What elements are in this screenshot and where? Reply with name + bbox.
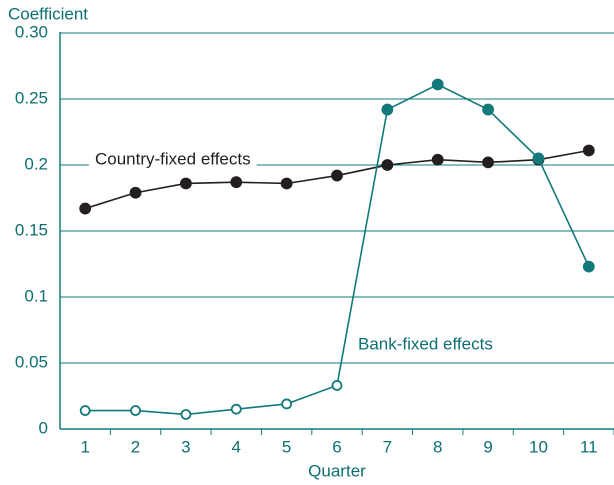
y-tick-label: 0: [39, 418, 48, 437]
y-tick-label: 0.25: [15, 88, 48, 107]
marker: [230, 403, 242, 415]
marker: [230, 176, 243, 189]
marker: [79, 405, 91, 416]
y-axis-label: Coefficient: [8, 4, 88, 23]
series-label: Bank-fixed effects: [358, 334, 493, 353]
x-axis-label: Quarter: [308, 461, 366, 480]
x-tick-label: 8: [433, 437, 442, 456]
marker: [331, 169, 343, 182]
marker: [582, 260, 595, 273]
marker: [431, 153, 444, 166]
x-tick-label: 2: [131, 437, 140, 456]
x-tick-label: 7: [383, 437, 392, 456]
marker: [79, 202, 92, 215]
marker: [180, 177, 192, 190]
y-tick-label: 0.15: [15, 220, 48, 239]
marker: [281, 398, 293, 410]
series-line: [85, 83, 590, 416]
x-tick-label: 9: [483, 437, 492, 456]
marker: [582, 144, 595, 157]
y-tick-label: 0.05: [15, 352, 48, 371]
y-tick-label: 0.1: [24, 286, 48, 305]
marker: [180, 409, 192, 420]
marker: [331, 380, 343, 391]
x-tick-label: 4: [232, 437, 241, 456]
marker: [129, 186, 142, 199]
series-label: Country-fixed effects: [95, 149, 251, 168]
marker: [482, 103, 494, 116]
marker: [130, 405, 141, 416]
x-tick-label: 6: [332, 437, 341, 456]
x-tick-label: 1: [80, 437, 89, 456]
x-tick-label: 5: [282, 437, 291, 456]
y-tick-label: 0.30: [15, 22, 48, 41]
marker: [482, 156, 494, 169]
y-tick-label: 0.2: [24, 154, 48, 173]
legend-background: [352, 334, 499, 356]
marker: [381, 103, 394, 116]
x-tick-label: 11: [580, 437, 598, 456]
x-tick-label: 10: [529, 437, 548, 456]
marker: [431, 78, 444, 91]
x-tick-label: 3: [181, 437, 190, 456]
legend-background: [89, 149, 257, 171]
marker: [532, 152, 545, 165]
marker: [280, 177, 293, 190]
marker: [381, 159, 394, 171]
